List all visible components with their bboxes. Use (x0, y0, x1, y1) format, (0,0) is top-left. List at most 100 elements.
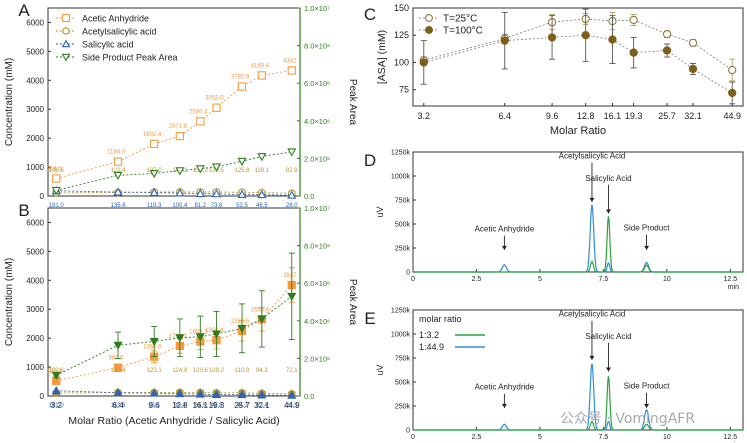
x-tick-label: 7.5 (599, 276, 609, 283)
data-point (287, 190, 297, 199)
data-point (237, 189, 247, 198)
data-point (688, 38, 698, 47)
data-label: 80.4 (174, 403, 186, 409)
data-point (195, 333, 205, 342)
legend-label: Side Product Peak Area (82, 53, 178, 63)
panel-D: D 0 250k 500k 750k 1000k 1250k 0 2.5 5 7.5 10 12.5mi… (364, 150, 744, 291)
x-tick-label: 5 (538, 434, 542, 441)
data-point (728, 88, 737, 98)
data-label: 72.1 (286, 368, 298, 374)
series-acetic-anhydride: 604.5 1188.3 1802.4 2071.8 2580.4 3053.0 3785.… (47, 58, 297, 183)
x-tick-label: 12.5 (723, 434, 737, 441)
data-point (149, 170, 159, 179)
data-label: 120.4 (111, 368, 127, 374)
y-tick-label: 4000 (26, 276, 44, 285)
y-axis-label: uV (375, 206, 385, 217)
data-point (51, 371, 61, 381)
y-tick-label: 6000 (26, 18, 44, 27)
series-salicylic-acid: 181.0 113.6 95.1 80.4 61.5 48.8 44.2 32.4 23.3 (49, 386, 298, 409)
data-point (150, 139, 159, 149)
data-label: 61.5 (194, 403, 206, 409)
data-label: 46.5 (256, 203, 268, 209)
y-tick-label: 500k (395, 380, 411, 387)
data-label: 95.1 (148, 403, 160, 409)
data-label: 181.0 (49, 203, 65, 209)
annotation-label: Salicylic Acid (585, 174, 631, 183)
legend: T=25°CT=100°C (419, 14, 483, 37)
data-point (175, 188, 185, 197)
data-label: 2252.5 (231, 319, 250, 325)
data-point (257, 153, 267, 162)
arrow-head (501, 403, 507, 408)
legend-label: Acetylsalicylic acid (82, 27, 157, 37)
y-tick-label: 250k (395, 404, 411, 411)
x-tick-label: 44.9 (723, 111, 741, 121)
data-label: 1883.3 (189, 330, 208, 336)
panel-E: E0250k500k750k1000k1250k02.557.51012.5mi… (364, 308, 744, 443)
panel-C: C 75 100 125 150 3.2 6.4 9.6 12.8 16.1 19.3 25.7 32.… (364, 3, 744, 137)
data-point (257, 189, 267, 199)
data-label: 118.1 (255, 168, 270, 174)
data-label: 2580.4 (189, 109, 208, 115)
y2-tick-label: 4.0×10⁶ (304, 317, 330, 326)
x-tick-label: 10 (663, 276, 671, 283)
series-line (56, 190, 292, 196)
data-point (287, 292, 297, 302)
y-axis-label: Concentration (mM) (4, 258, 15, 346)
data-point (211, 389, 222, 399)
annotation-label: Acetic Anhydride (475, 225, 535, 234)
peak-annotation: Acetic Anhydride (475, 225, 535, 250)
data-point (51, 386, 61, 395)
legend: Acetic Anhydride Acetylsalicylic acid Sali… (56, 14, 178, 63)
y-tick-label: 6000 (26, 218, 44, 227)
y-tick-label: 4000 (26, 76, 44, 85)
y2-tick-label: 4.0×10⁶ (304, 117, 330, 126)
data-point (237, 389, 247, 399)
arrow-head (501, 245, 507, 250)
arrow-head (644, 245, 650, 250)
y-tick-label: 500k (395, 222, 411, 229)
series-side-product-peak-area (51, 148, 297, 196)
data-point (149, 187, 159, 196)
arrow-head (589, 197, 595, 202)
x-tick-label: 3.2 (418, 111, 431, 121)
data-point (113, 157, 123, 166)
data-point (287, 148, 297, 157)
legend-marker (425, 14, 433, 22)
x-tick-label: 7.5 (599, 434, 609, 441)
x-tick-label: 9.6 (546, 111, 559, 121)
y-tick-label: 0 (40, 392, 45, 401)
y2-tick-label: 6.0×10⁶ (304, 79, 330, 88)
data-label: 120.6 (193, 368, 209, 374)
data-label: 113.6 (111, 403, 126, 409)
y2-tick-label: 1.0×10⁷ (304, 204, 330, 213)
y2-axis-label: Peak Area (347, 79, 358, 126)
data-label: 100.4 (172, 203, 188, 209)
y-tick-label: 1000k (391, 332, 411, 339)
data-point (419, 58, 428, 67)
data-label: 81.2 (194, 203, 206, 209)
y2-tick-label: 2.0×10⁶ (304, 154, 330, 163)
y-tick-label: 125 (394, 30, 409, 40)
y2-tick-label: 6.0×10⁶ (304, 279, 330, 288)
data-point (195, 389, 205, 398)
data-point (175, 388, 185, 398)
data-label: 2071.8 (169, 124, 188, 130)
data-point (662, 46, 672, 55)
annotation-label: Acetic Anhydride (475, 383, 535, 392)
x-tick-label: 2.5 (472, 434, 482, 441)
data-point (51, 186, 61, 196)
data-point (728, 65, 737, 75)
y-tick-label: 1250k (391, 150, 411, 157)
data-label: 3785.9 (231, 75, 250, 81)
data-label: 124.8 (172, 368, 188, 374)
y-tick-label: 1000k (391, 174, 411, 181)
arrow-head (605, 209, 611, 214)
series-side-product-peak-area (51, 252, 297, 381)
panel-B: B 0 1000 2000 3000 4000 5000 6000 0.0 2.0×10⁶ 4.0×… (4, 201, 358, 427)
data-label: 44.2 (236, 403, 248, 409)
legend-marker (61, 39, 71, 48)
y-tick-label: 2000 (26, 334, 44, 343)
series-t100 (419, 8, 737, 105)
